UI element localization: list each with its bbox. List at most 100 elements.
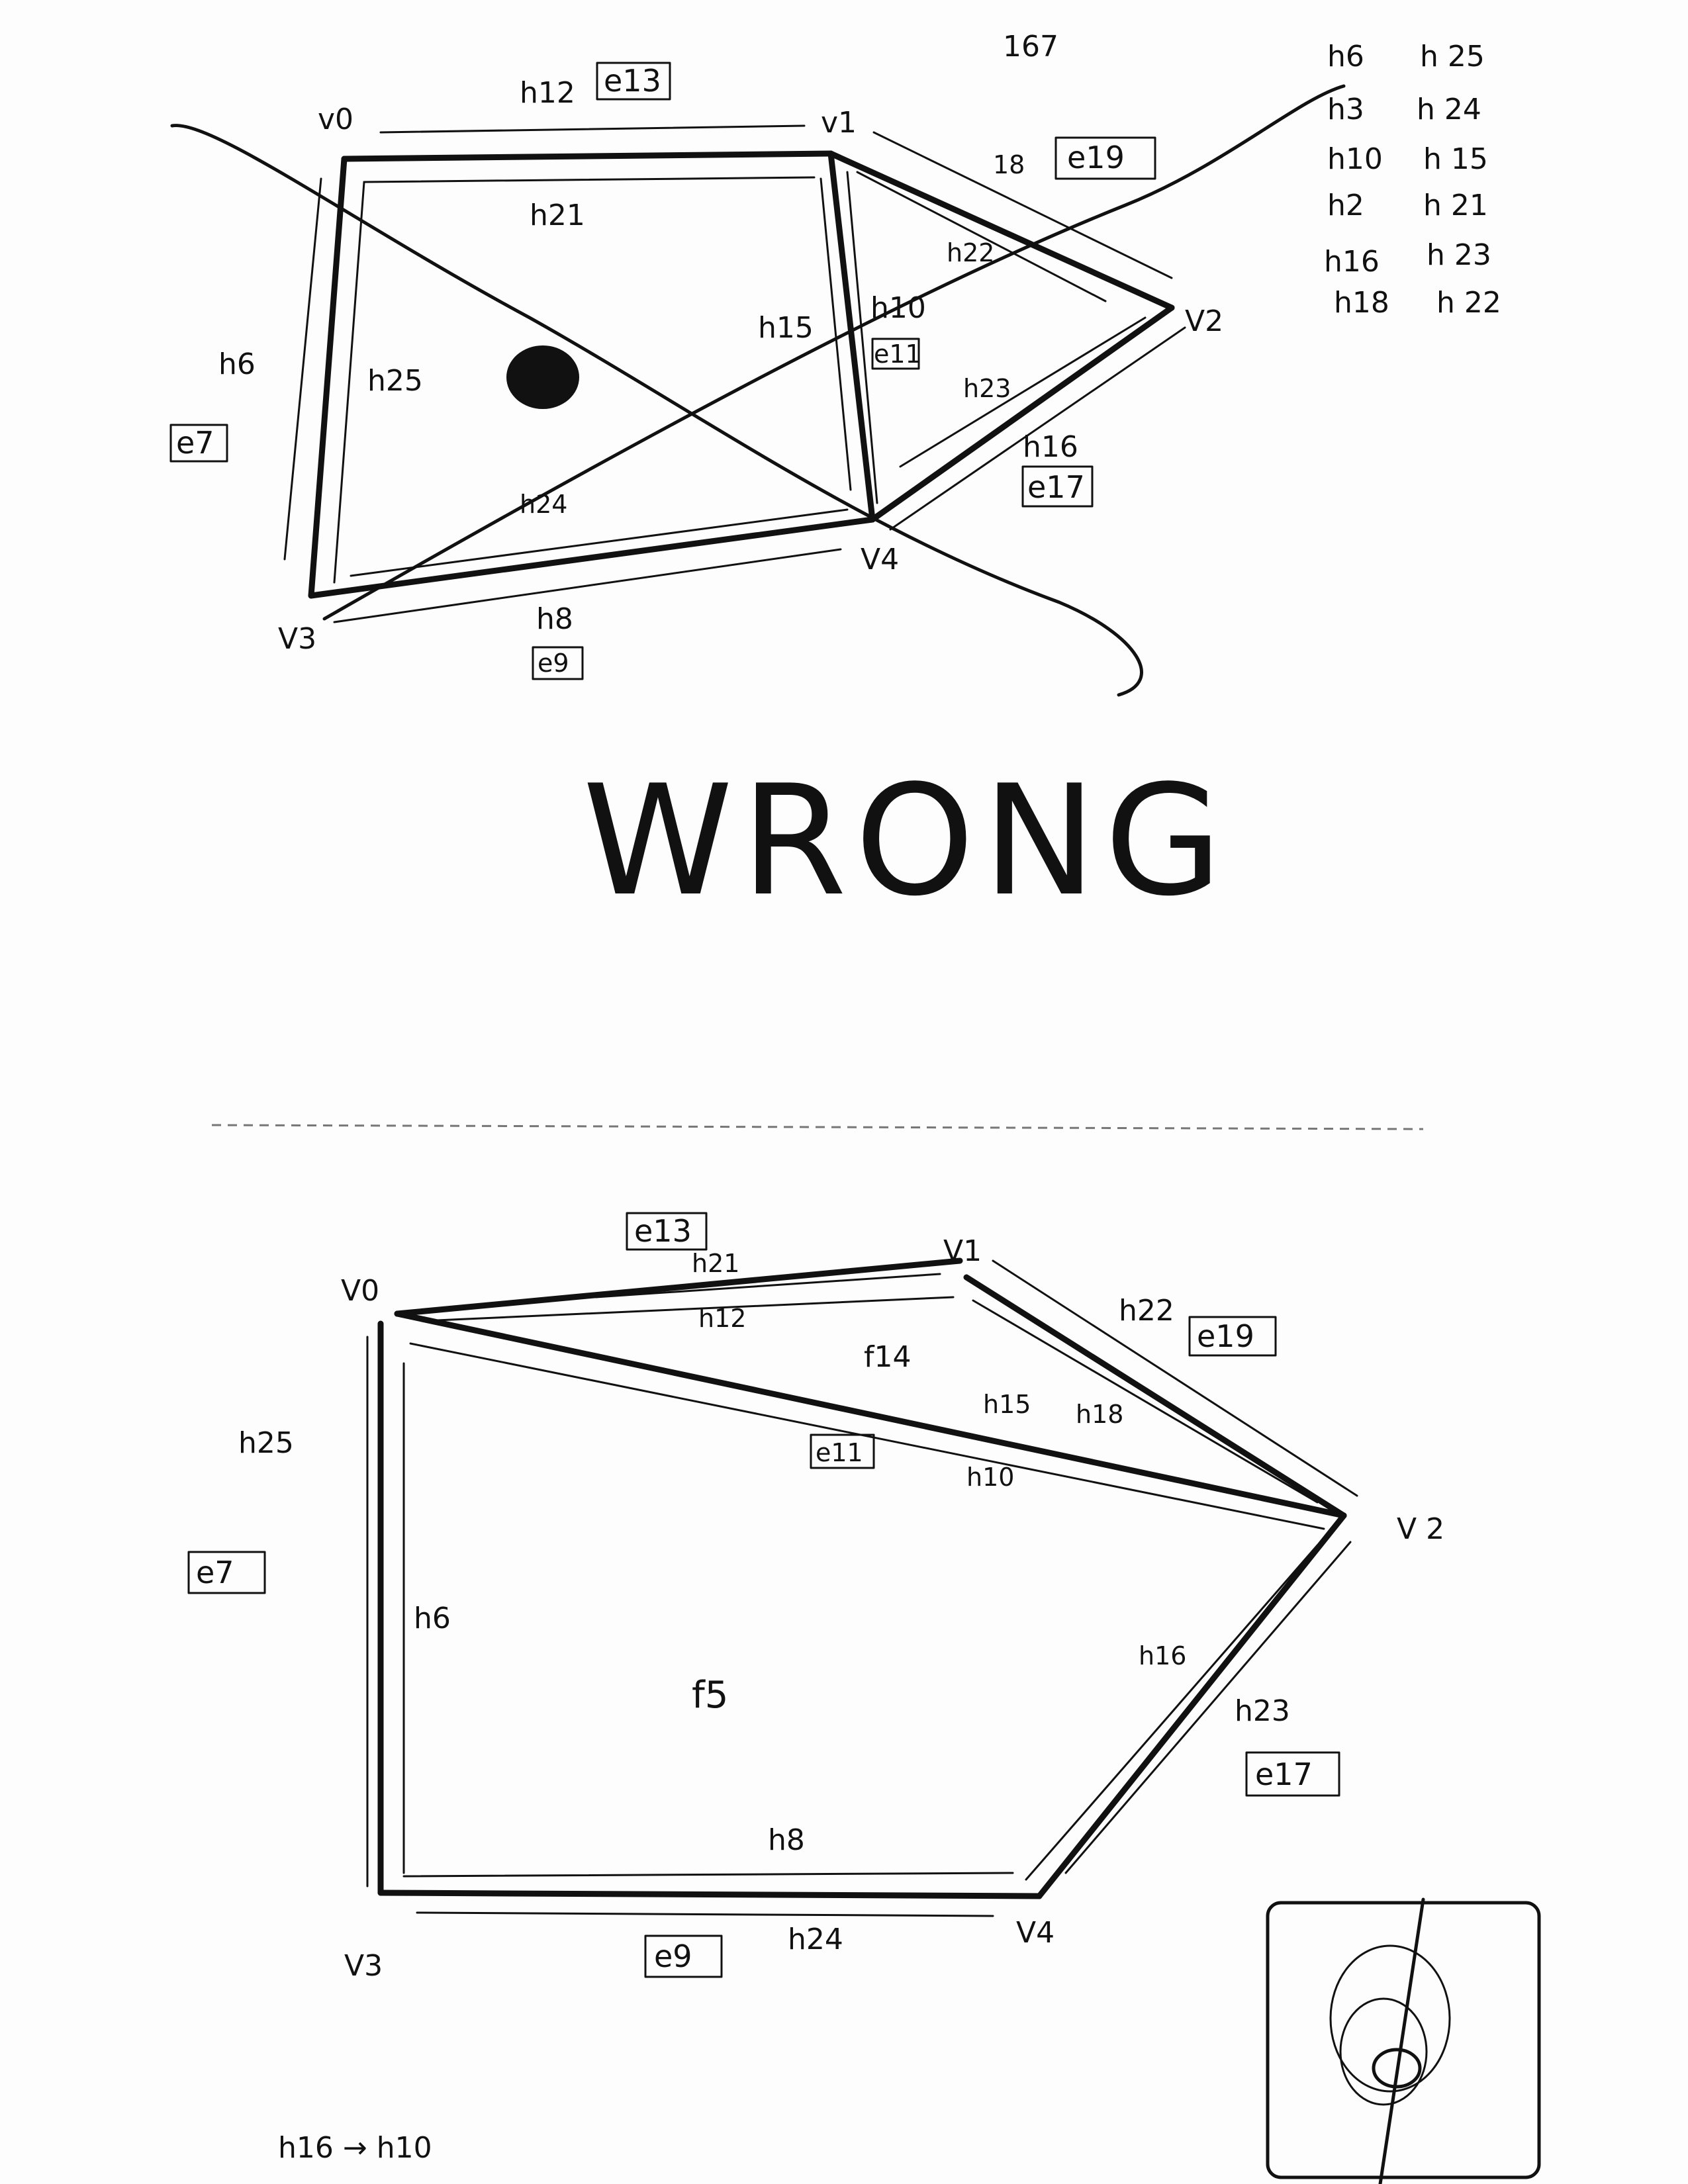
bottom-halfedge-label-h6: h6 [414,1602,451,1635]
bottom-edge-v1-v2 [963,1274,1347,1519]
list-right-2: h 15 [1423,142,1488,176]
top-edge-v0-v1 [341,150,834,162]
list-right-3: h 21 [1423,189,1488,222]
top-vertex-v4: V4 [861,543,899,576]
top-edge-v3-v0 [308,156,348,599]
top-halfedge-label-h10: h10 [870,291,926,325]
list-left-5: h18 [1334,286,1389,320]
bottom-halfedge-label-h25: h25 [238,1426,294,1460]
bottom-halfedge-h8 [402,1872,1014,1878]
list-left-0: h6 [1327,40,1364,73]
halfedge-list: h6 h3 h10 h2 h16 h18 h 25 h 24 h 15 h 21… [1324,40,1501,320]
list-left-1: h3 [1327,93,1364,126]
top-vertex-v0: v0 [318,103,353,136]
top-halfedge-h8 [333,548,842,623]
bottom-edge-v3-v4 [377,1889,1043,1899]
top-halfedge-label-h8: h8 [536,602,573,636]
bottom-halfedge-h23 [1064,1541,1352,1874]
bottom-halfedge-h18 [972,1299,1319,1504]
bottom-edge-box-e9 [644,1934,723,1978]
top-halfedge-h10 [846,171,878,504]
bottom-halfedge-h12 [436,1296,955,1322]
bottom-vertex-v3: V3 [344,1949,383,1983]
bottom-halfedge-label-h8: h8 [768,1823,805,1857]
bottom-footnote: h16 → h10 [278,2131,432,2165]
top-halfedge-h24 [350,508,849,577]
top-edge-label-e13: e13 [604,63,661,99]
top-halfedge-h22 [856,171,1107,302]
top-halfedge-label-h15: h15 [758,311,814,345]
list-left-4: h16 [1324,245,1380,279]
top-halfedge-h23 [899,316,1147,468]
top-halfedge-18 [872,131,1173,279]
bottom-halfedge-h24 [416,1911,994,1917]
list-right-5: h 22 [1436,286,1501,320]
top-edge-box-e17 [1021,465,1094,508]
bottom-vertex-v4: V4 [1016,1916,1055,1950]
bottom-halfedge-label-h16: h16 [1139,1641,1186,1670]
top-edge-box-e11 [871,338,920,370]
top-edge-box-e9 [532,646,584,680]
bottom-halfedge-label-h24: h24 [788,1923,843,1956]
bottom-edge-label-e7: e7 [196,1555,234,1590]
verdict-text: WRONG [583,753,1231,930]
top-scribble [506,345,579,409]
page-number: 167 [1003,30,1058,64]
top-halfedge-h25 [333,181,365,584]
bottom-halfedge-label-h15: h15 [983,1390,1031,1419]
top-halfedge-label-h6: h6 [218,347,256,381]
top-edge-v2-v4 [869,304,1175,523]
bottom-halfedge-label-h12: h12 [698,1304,746,1333]
bottom-edge-v0-v2 [394,1310,1347,1519]
bottom-edge-box-e11 [810,1433,875,1469]
top-halfedge-label-18: 18 [993,150,1025,179]
top-edge-box-e19 [1055,136,1156,180]
top-halfedge-label-h24: h24 [520,490,567,519]
top-edge-label-e11: e11 [874,340,921,369]
top-halfedge-h16 [889,326,1186,531]
bottom-edge-v4-v2 [1036,1512,1347,1899]
top-edge-label-e9: e9 [538,649,569,678]
top-halfedge-h6 [283,177,322,561]
list-right-4: h 23 [1427,238,1491,272]
top-halfedge-h21 [363,176,816,183]
strike-line-2 [322,84,1346,621]
bottom-edge-label-e11: e11 [816,1438,863,1467]
page-fold-line [211,1124,1424,1130]
bottom-halfedge-label-h23: h23 [1235,1694,1290,1728]
top-halfedge-h12 [379,124,806,134]
bottom-edge-label-e17: e17 [1255,1756,1313,1792]
bottom-edge-label-e13: e13 [634,1213,692,1249]
top-edge-box-e7 [169,424,228,463]
top-edge-box-e13 [596,62,671,101]
bottom-edge-label-e19: e19 [1197,1318,1254,1354]
top-halfedge-label-h23: h23 [963,374,1011,403]
bottom-edge-box-e7 [187,1551,266,1594]
top-vertex-v2: V2 [1185,304,1223,338]
bottom-halfedge-label-h10: h10 [966,1463,1014,1492]
bottom-edge-label-e9: e9 [654,1938,692,1974]
bottom-edge-box-e17 [1245,1751,1340,1797]
bottom-halfedge-h10 [409,1342,1325,1530]
top-halfedge-label-h21: h21 [530,199,585,232]
list-left-3: h2 [1327,189,1364,222]
list-right-1: h 24 [1417,93,1481,126]
bottom-edge-v0-v1 [394,1257,963,1317]
bottom-halfedge-h21 [594,1273,941,1298]
bottom-edge-box-e13 [626,1212,708,1251]
bottom-edge-box-e19 [1188,1316,1277,1357]
top-halfedge-label-h25: h25 [367,364,423,398]
top-edge-label-e7: e7 [176,425,214,461]
top-vertex-v1: v1 [821,106,857,140]
top-edge-v4-v3 [308,516,876,599]
bottom-halfedge-h16 [1025,1544,1319,1881]
bottom-halfedge-label-h22: h22 [1119,1294,1174,1328]
top-edge-label-e19: e19 [1067,140,1125,175]
corner-doodle [1266,1897,1541,2184]
top-halfedge-label-h12: h12 [520,76,575,110]
top-diagram: v0 v1 V2 V3 V4 e13 e19 e7 e17 e9 e11 h12… [169,40,1501,930]
top-halfedge-h15 [820,177,852,491]
top-halfedge-label-h22: h22 [947,238,994,267]
bottom-halfedge-h22 [992,1259,1358,1497]
